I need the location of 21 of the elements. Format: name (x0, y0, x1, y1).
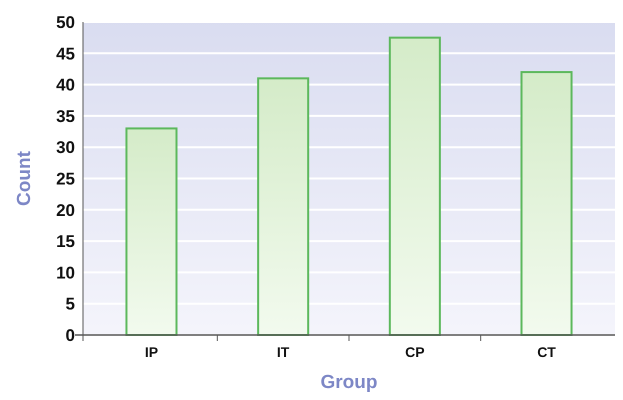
x-tick-label: CP (405, 344, 425, 360)
y-tick-label: 25 (56, 169, 75, 188)
y-axis-title: Count (14, 150, 35, 206)
bar (257, 77, 310, 336)
y-tick-label: 35 (56, 106, 75, 126)
x-tick-label: IP (144, 344, 158, 360)
y-tick-label: 15 (56, 232, 75, 252)
y-tick-label: 30 (56, 138, 75, 158)
y-tick-label: 10 (56, 263, 75, 282)
y-tick-label: 45 (56, 44, 75, 64)
x-axis-title: Group (320, 372, 378, 393)
y-tick-label: 5 (66, 294, 75, 314)
y-tick-label: 20 (56, 200, 75, 220)
bar (388, 36, 441, 336)
x-tick-label: CT (537, 344, 556, 360)
y-tick-label: 0 (66, 326, 75, 345)
bar (125, 127, 178, 336)
bar (520, 71, 573, 336)
y-tick-label: 50 (56, 12, 75, 32)
x-tick-label: IT (276, 344, 290, 360)
y-tick-label: 40 (56, 76, 75, 95)
